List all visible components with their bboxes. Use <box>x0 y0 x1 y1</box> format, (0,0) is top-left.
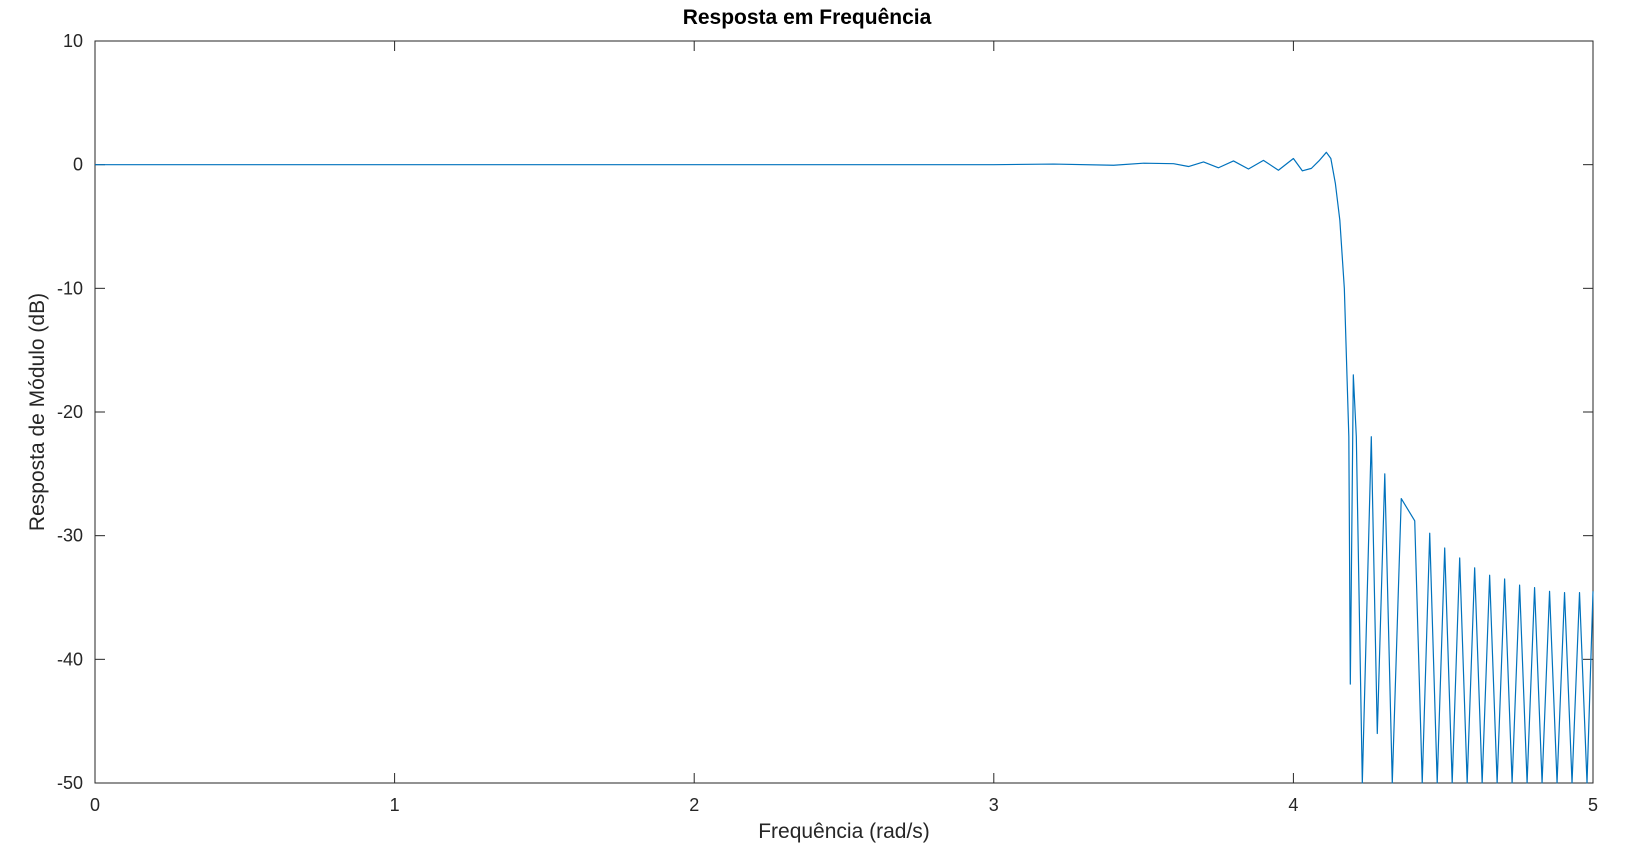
x-tick-label: 1 <box>390 795 400 815</box>
series-line <box>95 151 1594 784</box>
x-axis-ticks: 0 1 2 3 4 5 <box>90 41 1598 815</box>
y-tick-label: -50 <box>57 773 83 793</box>
x-tick-label: 0 <box>90 795 100 815</box>
y-tick-label: -30 <box>57 526 83 546</box>
plot-area-box <box>94 40 1594 784</box>
y-tick-label: -10 <box>57 278 83 298</box>
chart-title: Resposta em Frequência <box>683 6 932 29</box>
y-axis-ticks: 10 0 -10 -20 -30 -40 -50 <box>57 31 1593 793</box>
series-layer <box>95 151 1594 784</box>
x-tick-label: 2 <box>689 795 699 815</box>
x-tick-label: 4 <box>1288 795 1298 815</box>
y-tick-label: 0 <box>73 155 83 175</box>
y-axis-label: Resposta de Módulo (dB) <box>26 293 49 531</box>
x-tick-label: 5 <box>1588 795 1598 815</box>
x-tick-label: 3 <box>989 795 999 815</box>
y-tick-label: -40 <box>57 649 83 669</box>
y-tick-label: 10 <box>63 31 83 51</box>
x-axis-label: Frequência (rad/s) <box>758 820 930 843</box>
y-tick-label: -20 <box>57 402 83 422</box>
